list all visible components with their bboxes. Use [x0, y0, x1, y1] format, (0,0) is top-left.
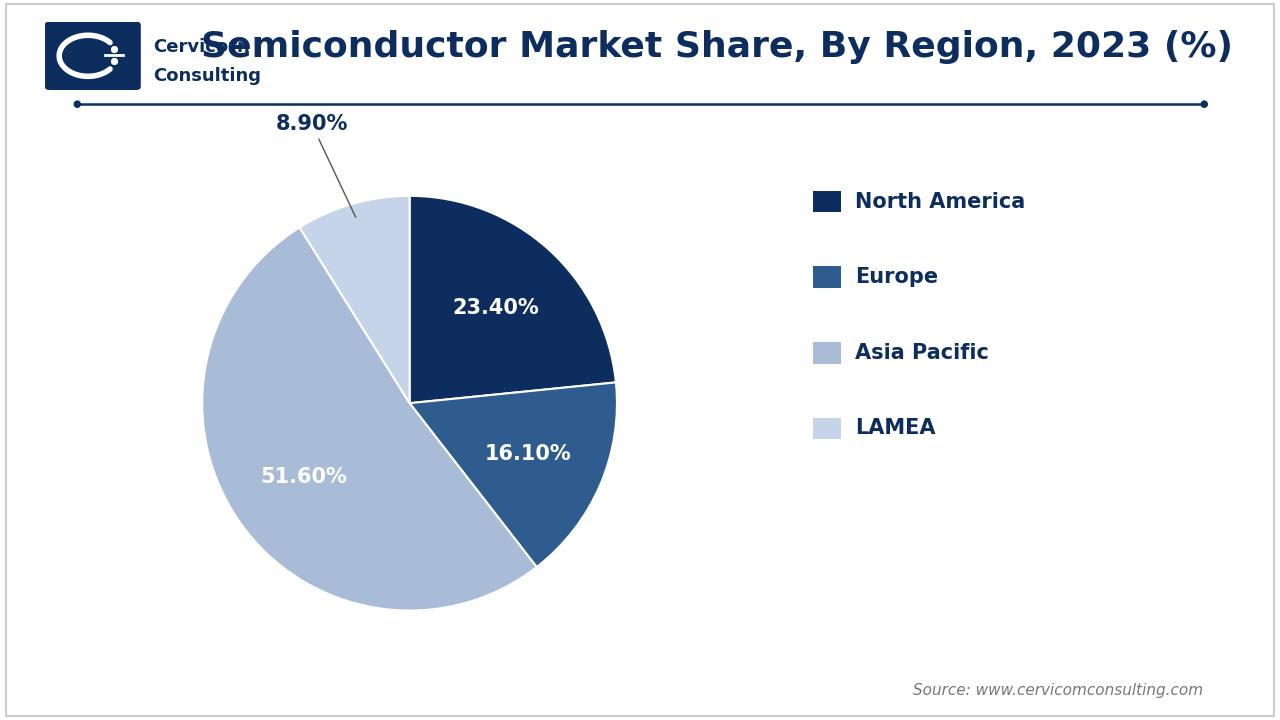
FancyBboxPatch shape — [45, 22, 141, 90]
Wedge shape — [410, 196, 616, 403]
Text: Semiconductor Market Share, By Region, 2023 (%): Semiconductor Market Share, By Region, 2… — [201, 30, 1233, 64]
Wedge shape — [410, 382, 617, 567]
Text: North America: North America — [855, 192, 1025, 212]
Text: ●: ● — [73, 99, 81, 109]
Wedge shape — [202, 228, 536, 611]
Text: Source: www.cervicomconsulting.com: Source: www.cervicomconsulting.com — [913, 683, 1203, 698]
Text: 8.90%: 8.90% — [275, 114, 356, 217]
Text: 23.40%: 23.40% — [452, 298, 539, 318]
Text: LAMEA: LAMEA — [855, 418, 936, 438]
Text: Cervicorn: Cervicorn — [154, 37, 251, 55]
Text: Europe: Europe — [855, 267, 938, 287]
Text: Consulting: Consulting — [154, 67, 261, 85]
Wedge shape — [300, 196, 410, 403]
Text: Asia Pacific: Asia Pacific — [855, 343, 989, 363]
Text: 51.60%: 51.60% — [261, 467, 348, 487]
Text: 16.10%: 16.10% — [484, 444, 571, 464]
Text: ●: ● — [1199, 99, 1207, 109]
